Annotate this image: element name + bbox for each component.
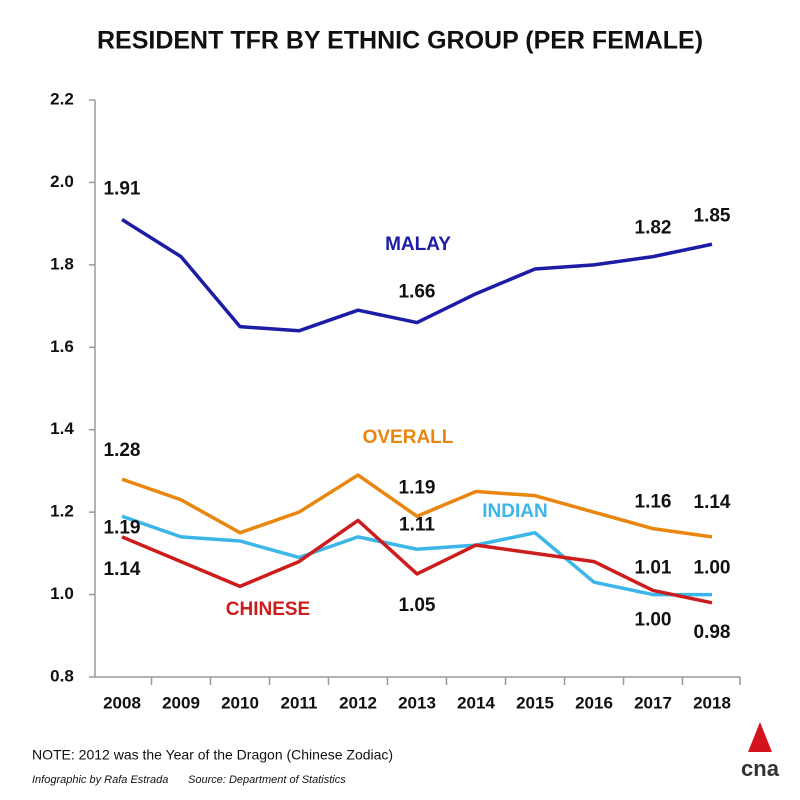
logo-mark: [748, 722, 772, 752]
data-label: 1.05: [399, 595, 436, 616]
x-tick-label: 2011: [281, 693, 318, 712]
logo: cna: [741, 756, 780, 781]
series-line: [121, 473, 713, 539]
data-label: 1.91: [104, 179, 141, 200]
chart-title: RESIDENT TFR BY ETHNIC GROUP (PER FEMALE…: [97, 27, 703, 55]
y-tick-label: 1.8: [50, 254, 74, 273]
data-label: 0.98: [694, 622, 731, 643]
credit: Infographic by Rafa Estrada: [32, 774, 168, 786]
data-label: 1.19: [104, 517, 141, 538]
data-label: 1.01: [635, 557, 672, 578]
y-tick-label: 1.0: [50, 584, 74, 603]
x-tick-label: 2017: [634, 693, 672, 712]
source: Source: Department of Statistics: [188, 774, 346, 786]
data-label: 1.00: [694, 558, 731, 579]
y-tick-label: 1.6: [50, 337, 74, 356]
series-line: [121, 218, 713, 333]
x-tick-label: 2014: [457, 693, 495, 712]
y-tick-label: 2.0: [50, 172, 74, 191]
series-name: CHINESE: [226, 599, 310, 620]
x-tick-label: 2009: [162, 693, 200, 712]
series-name: INDIAN: [482, 501, 547, 522]
data-label: 1.14: [694, 492, 731, 513]
series-line: [121, 518, 713, 605]
y-tick-label: 0.8: [50, 666, 74, 685]
y-tick-label: 1.4: [50, 419, 74, 438]
series-name: MALAY: [385, 234, 451, 255]
y-tick-label: 2.2: [50, 89, 74, 108]
data-label: 1.82: [635, 218, 672, 239]
data-label: 1.85: [694, 205, 731, 226]
series-line: [121, 514, 712, 597]
x-tick-label: 2010: [221, 693, 259, 712]
data-label: 1.19: [399, 477, 436, 498]
data-label: 1.16: [635, 492, 672, 513]
data-label: 1.00: [635, 610, 672, 631]
data-label: 1.28: [104, 440, 141, 461]
y-tick-label: 1.2: [50, 502, 74, 521]
x-tick-label: 2016: [575, 693, 613, 712]
x-tick-label: 2012: [339, 693, 377, 712]
note: NOTE: 2012 was the Year of the Dragon (C…: [32, 747, 393, 763]
data-label: 1.14: [104, 559, 141, 580]
data-label: 1.66: [399, 282, 436, 303]
data-label: 1.11: [399, 514, 435, 535]
series-name: OVERALL: [363, 427, 454, 448]
x-tick-label: 2018: [693, 693, 731, 712]
x-tick-label: 2013: [398, 693, 436, 712]
x-tick-label: 2008: [103, 693, 141, 712]
x-tick-label: 2015: [516, 693, 554, 712]
